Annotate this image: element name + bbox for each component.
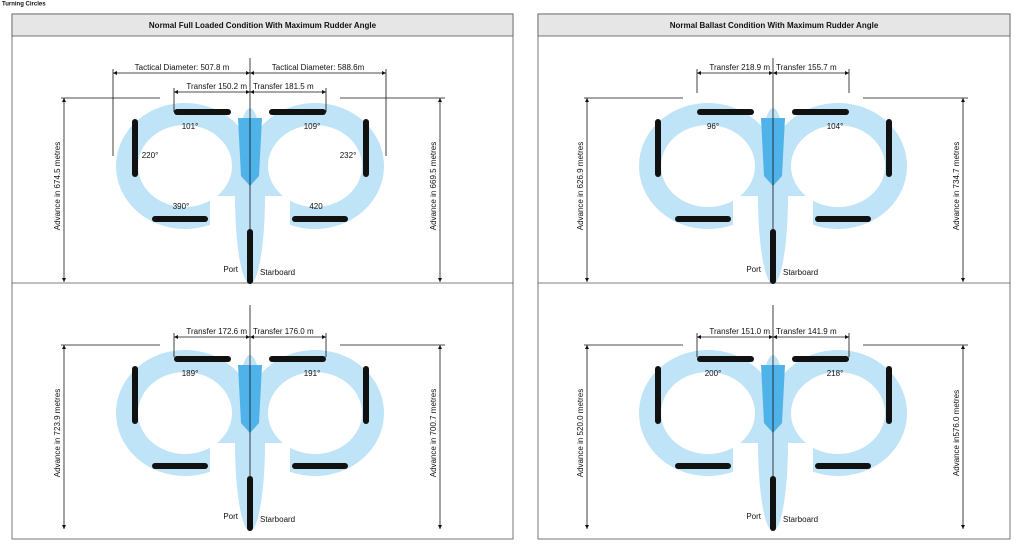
angle-label: 109° — [304, 122, 321, 131]
port-label: Port — [746, 265, 761, 274]
angle-label: 191° — [304, 369, 321, 378]
advance-label: Advance in576.0 metres — [952, 390, 961, 476]
transfer-label: Transfer 172.6 m — [186, 327, 247, 336]
angle-label: 220° — [142, 151, 159, 160]
tactical-label: Tactical Diameter: 588.6m — [272, 63, 365, 72]
advance-label: Advance in 674.5 metres — [53, 142, 62, 231]
transfer-label: Transfer 181.5 m — [253, 82, 314, 91]
port-label: Port — [223, 265, 238, 274]
starboard-label: Starboard — [260, 515, 295, 524]
angle-label: 390° — [173, 202, 190, 211]
panel-header — [11, 13, 514, 37]
angle-label: 232° — [340, 151, 357, 160]
advance-label: Advance in 723.9 metres — [53, 389, 62, 478]
advance-label: Advance in 626.9 metres — [576, 142, 585, 231]
starboard-label: Starboard — [783, 268, 818, 277]
transfer-label: Transfer 218.9 m — [709, 63, 770, 72]
panel-title: Normal Full Loaded Condition With Maximu… — [149, 21, 377, 30]
advance-label: Advance in 700.7 metres — [429, 389, 438, 478]
advance-label: Advance in 669.5 metres — [429, 142, 438, 231]
panel-header — [537, 13, 1011, 37]
angle-label: 101° — [182, 122, 199, 131]
panel-title: Normal Ballast Condition With Maximum Ru… — [670, 21, 879, 30]
transfer-label: Transfer 141.9 m — [776, 327, 837, 336]
angle-label: 200° — [705, 369, 722, 378]
port-label: Port — [746, 512, 761, 521]
angle-label: 420 — [309, 202, 323, 211]
port-label: Port — [223, 512, 238, 521]
transfer-label: Transfer 176.0 m — [253, 327, 314, 336]
starboard-label: Starboard — [783, 515, 818, 524]
angle-label: 96° — [707, 122, 719, 131]
transfer-label: Transfer 151.0 m — [709, 327, 770, 336]
angle-label: 189° — [182, 369, 199, 378]
transfer-label: Transfer 150.2 m — [186, 82, 247, 91]
advance-label: Advance in 520.0 metres — [576, 389, 585, 478]
tactical-label: Tactical Diameter: 507.8 m — [135, 63, 230, 72]
starboard-label: Starboard — [260, 268, 295, 277]
heading: Turning Circles — [2, 2, 46, 8]
transfer-label: Transfer 155.7 m — [776, 63, 837, 72]
angle-label: 104° — [827, 122, 844, 131]
advance-label: Advance in 734.7 metres — [952, 142, 961, 231]
angle-label: 218° — [827, 369, 844, 378]
